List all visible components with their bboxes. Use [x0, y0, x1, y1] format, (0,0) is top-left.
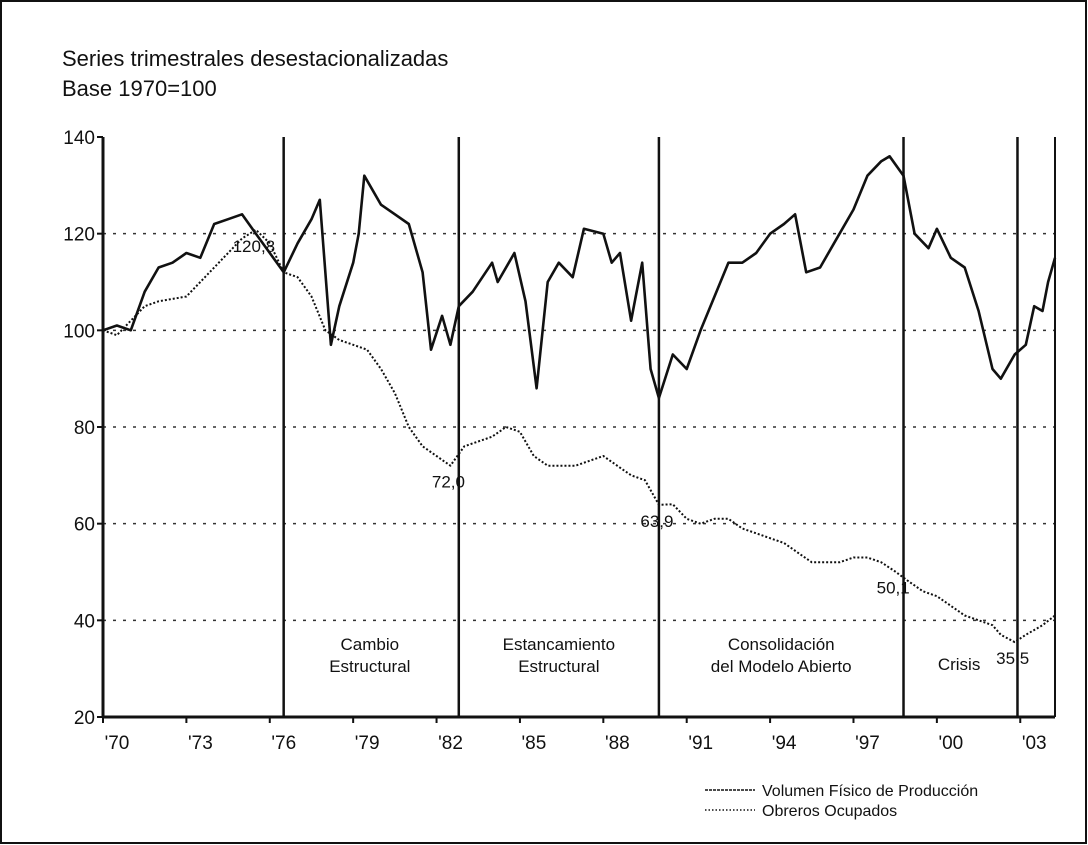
value-annotation: 120,8 [233, 237, 276, 256]
x-tick-label: '70 [105, 733, 130, 754]
x-tick-label: '03 [1022, 733, 1047, 754]
y-tick-label: 140 [63, 128, 95, 149]
x-tick-label: '91 [688, 733, 713, 754]
period-label: Estancamiento [503, 635, 615, 654]
value-annotation: 35,5 [996, 649, 1029, 668]
period-label: Crisis [938, 655, 981, 674]
y-tick-label: 100 [63, 321, 95, 342]
period-label: Consolidación [728, 635, 835, 654]
legend-label: Volumen Físico de Producción [762, 783, 978, 800]
y-tick-label: 80 [74, 418, 95, 439]
x-tick-label: '73 [188, 733, 213, 754]
period-label: del Modelo Abierto [711, 657, 852, 676]
x-tick-label: '88 [605, 733, 630, 754]
period-label: Cambio [341, 635, 400, 654]
series-line [102, 155, 1057, 400]
value-annotation: 50,1 [877, 579, 910, 598]
x-tick-label: '76 [271, 733, 296, 754]
y-tick-label: 40 [74, 611, 95, 632]
x-tick-label: '00 [938, 733, 963, 754]
legend-label: Obreros Ocupados [762, 803, 897, 820]
chart-title: Series trimestrales desestacionalizadas [62, 46, 448, 71]
x-tick-label: '85 [522, 733, 547, 754]
y-tick-label: 20 [74, 708, 95, 729]
value-annotation: 72,0 [432, 473, 465, 492]
x-tick-label: '97 [855, 733, 880, 754]
period-label: Estructural [329, 657, 410, 676]
series-line [102, 228, 1056, 644]
value-annotation: 63,9 [640, 512, 673, 531]
y-tick-label: 60 [74, 515, 95, 536]
period-label: Estructural [518, 657, 599, 676]
x-tick-label: '82 [438, 733, 463, 754]
x-tick-label: '94 [772, 733, 797, 754]
chart-subtitle: Base 1970=100 [62, 76, 217, 101]
x-tick-label: '79 [355, 733, 380, 754]
y-tick-label: 120 [63, 225, 95, 246]
